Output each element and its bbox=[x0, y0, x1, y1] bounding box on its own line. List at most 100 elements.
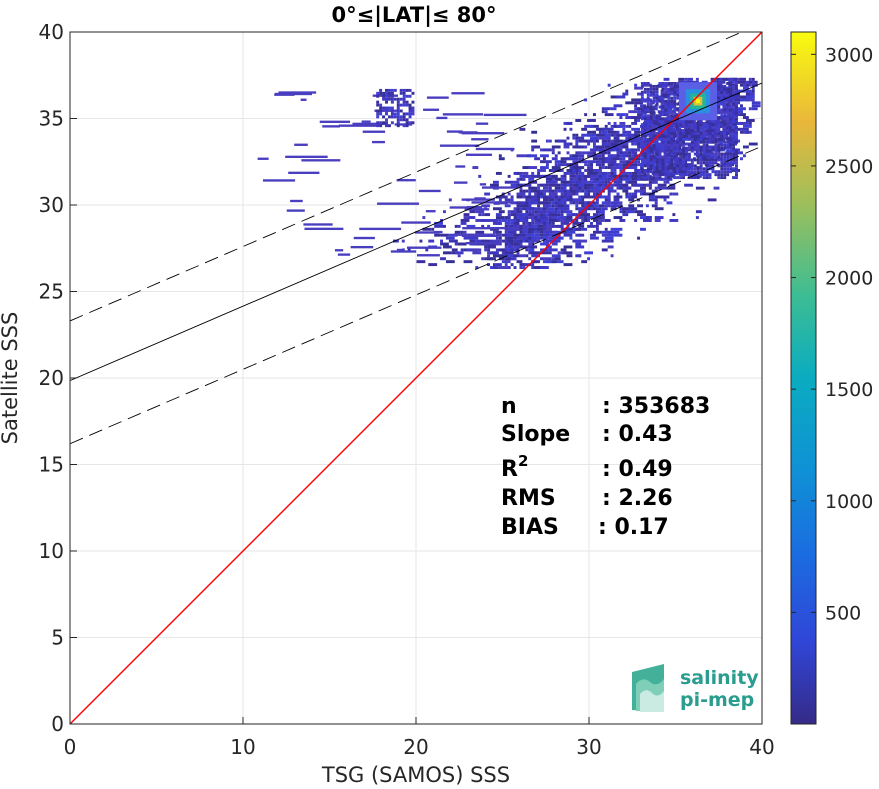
density-cell bbox=[569, 171, 576, 175]
density-cell bbox=[566, 221, 570, 225]
density-cell bbox=[655, 96, 659, 100]
density-cell bbox=[670, 152, 674, 156]
density-cell bbox=[516, 201, 520, 205]
density-cell bbox=[707, 198, 717, 202]
density-cell bbox=[664, 90, 668, 94]
density-cell bbox=[717, 126, 721, 130]
density-cell bbox=[592, 213, 599, 217]
density-cell bbox=[667, 161, 671, 165]
density-cell bbox=[625, 113, 629, 117]
density-cell bbox=[646, 117, 650, 121]
density-cell bbox=[493, 202, 500, 205]
density-cell bbox=[493, 226, 519, 230]
density-cell bbox=[685, 129, 688, 132]
density-cell bbox=[676, 129, 680, 132]
density-cell bbox=[673, 167, 677, 171]
density-cell bbox=[726, 170, 730, 174]
density-cell bbox=[625, 101, 635, 105]
density-cell bbox=[631, 148, 641, 152]
density-cell bbox=[528, 210, 532, 214]
density-cell bbox=[531, 186, 538, 190]
density-cell bbox=[661, 161, 665, 165]
density-cell bbox=[628, 192, 632, 196]
density-cell bbox=[513, 254, 520, 258]
density-cell bbox=[382, 91, 386, 95]
density-cell bbox=[682, 158, 686, 162]
density-cell bbox=[658, 120, 662, 124]
density-cell bbox=[551, 260, 558, 264]
density-cell bbox=[551, 189, 555, 193]
density-cell bbox=[460, 219, 470, 222]
density-cell bbox=[678, 77, 685, 81]
density-cell bbox=[661, 134, 665, 138]
density-cell bbox=[720, 134, 724, 138]
density-cell bbox=[705, 167, 709, 171]
density-cell bbox=[663, 83, 673, 87]
density-cell bbox=[616, 183, 626, 187]
density-cell bbox=[658, 149, 662, 153]
density-cell bbox=[531, 207, 535, 211]
density-cell bbox=[601, 210, 605, 214]
colorbar-tick-label: 1500 bbox=[825, 379, 873, 401]
density-cell bbox=[682, 176, 686, 180]
density-cell bbox=[581, 157, 585, 161]
density-cell bbox=[652, 140, 656, 144]
density-cell bbox=[640, 99, 644, 103]
density-cell bbox=[548, 192, 558, 196]
density-cell bbox=[399, 109, 403, 113]
density-cell bbox=[720, 152, 724, 156]
x-tick-label: 40 bbox=[749, 735, 774, 759]
density-cell bbox=[711, 170, 715, 174]
density-cell bbox=[610, 177, 614, 181]
density-cell bbox=[658, 99, 662, 103]
density-cell bbox=[640, 93, 644, 97]
density-cell bbox=[338, 124, 378, 127]
density-cell bbox=[385, 112, 388, 116]
density-cell bbox=[637, 110, 641, 114]
density-cell bbox=[522, 174, 532, 178]
density-cell bbox=[542, 186, 549, 190]
density-cell bbox=[622, 151, 629, 155]
density-cell bbox=[498, 219, 502, 222]
density-cell bbox=[537, 169, 541, 172]
density-cell bbox=[525, 233, 535, 237]
density-cell bbox=[560, 160, 567, 164]
density-cell bbox=[685, 149, 688, 153]
density-cell bbox=[634, 219, 638, 222]
density-cell bbox=[643, 108, 647, 112]
density-cell bbox=[670, 87, 674, 91]
density-cell bbox=[262, 179, 296, 182]
density-cell bbox=[723, 158, 727, 162]
density-cell bbox=[643, 176, 647, 180]
density-cell bbox=[540, 166, 549, 170]
density-cell bbox=[654, 201, 658, 205]
density-cell bbox=[595, 186, 599, 190]
density-cell bbox=[673, 143, 677, 147]
density-cell bbox=[278, 91, 317, 94]
density-cell bbox=[408, 109, 412, 113]
density-cell bbox=[720, 158, 724, 162]
density-cell bbox=[622, 171, 629, 175]
density-cell bbox=[723, 123, 727, 127]
density-cell bbox=[581, 195, 585, 199]
density-cell bbox=[696, 134, 700, 138]
density-cell bbox=[587, 151, 591, 155]
density-cell bbox=[408, 88, 412, 92]
density-cell bbox=[587, 257, 591, 261]
density-cell bbox=[537, 227, 543, 231]
y-tick-label: 35 bbox=[39, 107, 64, 131]
density-cell bbox=[720, 108, 724, 112]
density-cell bbox=[640, 117, 644, 121]
density-cell bbox=[563, 145, 570, 149]
density-cell bbox=[658, 155, 662, 159]
density-cell bbox=[654, 195, 664, 199]
density-cell bbox=[682, 155, 686, 159]
density-cell bbox=[516, 207, 520, 211]
density-cell bbox=[729, 81, 733, 85]
logo-line1: salinity bbox=[680, 667, 759, 689]
salinity-pi-mep-logo: salinity pi-mep bbox=[632, 664, 759, 712]
density-cell bbox=[696, 146, 700, 150]
density-cell bbox=[661, 90, 665, 94]
density-cell bbox=[616, 133, 626, 137]
density-cell bbox=[681, 124, 685, 128]
